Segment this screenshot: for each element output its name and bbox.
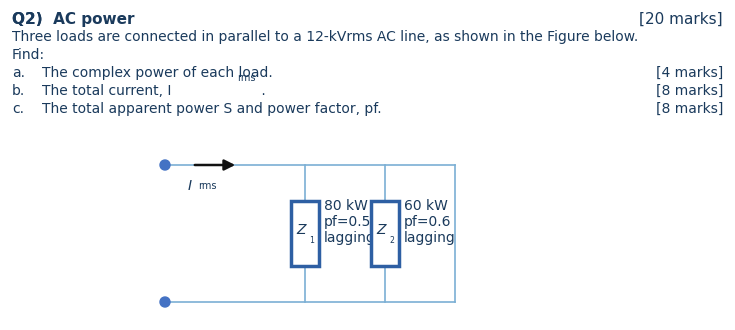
Text: a.: a. (12, 66, 25, 80)
Text: lagging: lagging (404, 231, 456, 245)
FancyBboxPatch shape (371, 201, 399, 266)
FancyBboxPatch shape (291, 201, 319, 266)
Text: rms: rms (198, 181, 217, 191)
Text: pf=0.6: pf=0.6 (404, 215, 451, 229)
Text: $Z$: $Z$ (376, 223, 388, 238)
Text: $_1$: $_1$ (309, 234, 315, 247)
Text: [8 marks]: [8 marks] (656, 84, 723, 98)
Text: Find:: Find: (12, 48, 45, 62)
Text: Three loads are connected in parallel to a 12-kVrms AC line, as shown in the Fig: Three loads are connected in parallel to… (12, 30, 638, 44)
Text: .: . (257, 84, 266, 98)
Text: [8 marks]: [8 marks] (656, 102, 723, 116)
Text: The complex power of each load.: The complex power of each load. (42, 66, 273, 80)
Text: c.: c. (12, 102, 24, 116)
Text: Q2): Q2) (12, 12, 53, 27)
Text: 80 kW: 80 kW (324, 199, 368, 213)
Text: I: I (188, 179, 192, 193)
Text: 60 kW: 60 kW (404, 199, 448, 213)
Circle shape (160, 297, 170, 307)
Text: lagging: lagging (324, 231, 376, 245)
Text: b.: b. (12, 84, 25, 98)
Text: Q2)  AC power: Q2) AC power (12, 12, 135, 27)
Text: [20 marks]: [20 marks] (639, 12, 723, 27)
Text: [4 marks]: [4 marks] (656, 66, 723, 80)
Text: rms: rms (237, 73, 256, 83)
Text: $_2$: $_2$ (389, 234, 395, 247)
Text: pf=0.5: pf=0.5 (324, 215, 371, 229)
Circle shape (160, 160, 170, 170)
Text: The total current, I: The total current, I (42, 84, 171, 98)
Text: $Z$: $Z$ (296, 223, 308, 238)
Text: The total apparent power S and power factor, pf.: The total apparent power S and power fac… (42, 102, 381, 116)
